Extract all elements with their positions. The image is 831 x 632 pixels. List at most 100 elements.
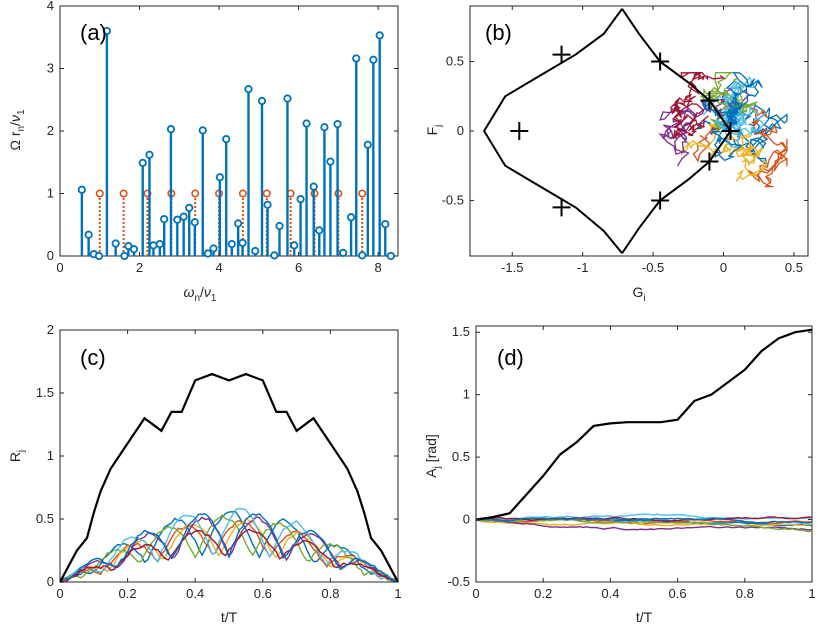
colored-series — [475, 519, 813, 531]
black-cusp — [552, 198, 571, 217]
panel-c-label: (c) — [80, 345, 106, 370]
stem-marker — [352, 54, 361, 63]
black-cusp — [651, 52, 670, 71]
stem-marker — [320, 123, 329, 132]
stem-marker — [203, 249, 213, 258]
panel-d: 0 0.2 0.4 0.6 0.8 1-0.500.511.5 (d) t/T Aj [r… — [423, 324, 816, 625]
colored-series — [59, 518, 399, 583]
stem-marker — [270, 251, 279, 260]
panel-b-ylabel: Fj — [424, 125, 444, 136]
panel-a: 0 2 4 6 8 0 1 2 3 4 (a) ωn/ν1 Ω rn/ν1 — [7, 0, 399, 304]
panel-a-xlabel: ωn/ν1 — [184, 284, 217, 304]
y-tick-label: 0 — [47, 248, 54, 263]
panel-d-black-series — [475, 328, 813, 521]
black-cusp — [651, 191, 670, 210]
y-tick-label: 3 — [47, 61, 54, 76]
colored-series — [59, 507, 399, 583]
x-tick-label: 0.8 — [736, 586, 754, 601]
x-tick-label: 0.8 — [321, 586, 339, 601]
stem-marker — [275, 221, 284, 231]
y-tick-label: 1.5 — [452, 324, 470, 339]
stem-marker — [234, 219, 243, 228]
panel-b-colored-trajectories — [658, 71, 788, 188]
y-tick-label: 1 — [47, 448, 54, 463]
stem-marker — [326, 157, 335, 166]
stem-marker — [111, 239, 120, 248]
stem-marker — [296, 195, 305, 204]
stem-marker — [263, 200, 272, 209]
x-tick-label: -0.5 — [642, 260, 664, 275]
y-tick-label: -0.5 — [448, 574, 470, 589]
x-tick-label: 6 — [295, 260, 302, 275]
stem-marker — [339, 248, 348, 257]
colored-trajectory — [670, 71, 726, 140]
stem-marker — [215, 173, 224, 182]
stem-marker — [227, 240, 236, 249]
stem-marker — [129, 245, 139, 254]
y-tick-label: 0 — [457, 123, 464, 138]
x-tick-label: 1 — [394, 586, 401, 601]
stem-marker — [251, 246, 260, 256]
stem-marker — [209, 244, 218, 253]
panel-d-ticks: 0 0.2 0.4 0.6 0.8 1-0.500.511.5 — [448, 324, 816, 601]
stem-marker — [290, 241, 299, 250]
ref-marker — [119, 189, 128, 198]
stem-marker — [315, 226, 324, 235]
stem-marker — [185, 203, 194, 212]
colored-series — [475, 519, 813, 527]
stem-marker — [238, 238, 247, 247]
ref-marker — [191, 189, 200, 198]
panel-a-stems — [77, 26, 395, 261]
x-tick-label: -1.5 — [501, 260, 523, 275]
stem-marker — [333, 120, 342, 129]
stem-marker — [358, 251, 367, 260]
stem-marker — [138, 158, 147, 167]
y-tick-label: 1 — [47, 186, 54, 201]
panel-b-ticks: -1.5 -1 -0.5 0 0.5 -0.5 0 0.5 — [442, 6, 808, 275]
x-tick-label: 0 — [472, 586, 479, 601]
black-trajectory-branch — [482, 8, 623, 254]
colored-series — [59, 514, 399, 583]
panel-b-label: (b) — [485, 20, 512, 45]
y-tick-label: -0.5 — [442, 192, 464, 207]
panel-a-label: (a) — [80, 20, 107, 45]
stem-marker — [94, 251, 104, 261]
stem-marker — [386, 251, 395, 261]
colored-trajectory — [680, 120, 769, 182]
panel-c-frame — [59, 329, 399, 583]
x-tick-label: 0.6 — [254, 586, 272, 601]
panel-d-frame — [475, 325, 813, 583]
ref-marker — [238, 189, 247, 198]
y-tick-label: 2 — [47, 123, 54, 138]
stem-marker — [257, 96, 267, 106]
stem-marker — [155, 240, 164, 249]
stem-marker — [198, 126, 207, 135]
panel-c-black-series — [59, 372, 399, 583]
x-tick-label: 0.5 — [785, 260, 803, 275]
colored-series — [59, 519, 399, 583]
panel-c-xlabel: t/T — [221, 609, 238, 625]
panel-a-ticks: 0 2 4 6 8 0 1 2 3 4 — [47, 0, 398, 275]
panel-d-ylabel: Aj [rad] — [423, 434, 443, 477]
x-tick-label: 4 — [215, 260, 222, 275]
stem-marker — [244, 85, 253, 94]
stem-marker — [302, 119, 311, 128]
x-tick-label: 0.4 — [186, 586, 204, 601]
black-cusp — [721, 122, 740, 140]
y-tick-label: 1 — [463, 387, 470, 402]
stem-marker — [179, 212, 188, 221]
panel-c-colored-series — [59, 507, 399, 583]
black-cusp — [700, 91, 719, 110]
stem-marker — [84, 230, 93, 239]
y-tick-label: 0.5 — [446, 54, 464, 69]
x-tick-label: 8 — [375, 260, 382, 275]
x-tick-label: 0.2 — [119, 586, 137, 601]
black-cusp — [700, 152, 719, 171]
panel-c: 0 0.2 0.4 0.6 0.8 1 0 0.5 1 1.5 2 (c) t/T Rj — [7, 322, 402, 625]
y-tick-label: 1.5 — [36, 385, 54, 400]
panel-c-ylabel: Rj — [7, 450, 27, 462]
y-tick-label: 0 — [463, 512, 470, 527]
panel-b-black-trajectory — [482, 8, 740, 254]
stem-marker — [160, 215, 169, 224]
x-tick-label: 0 — [56, 260, 63, 275]
